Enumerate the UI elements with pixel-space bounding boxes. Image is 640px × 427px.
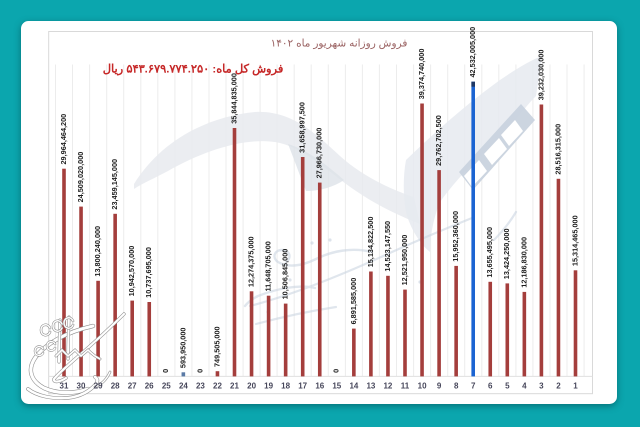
svg-text:42,532,005,000: 42,532,005,000 [468, 27, 477, 78]
svg-text:27,966,730,000: 27,966,730,000 [315, 128, 324, 179]
svg-text:16: 16 [315, 382, 324, 391]
svg-text:14,523,147,550: 14,523,147,550 [383, 221, 392, 272]
svg-text:10,737,695,000: 10,737,695,000 [144, 247, 153, 298]
svg-text:15: 15 [332, 382, 341, 391]
svg-text:0: 0 [161, 369, 170, 373]
svg-text:0: 0 [332, 369, 341, 373]
svg-text:39,232,030,000: 39,232,030,000 [536, 50, 545, 101]
svg-text:28,516,315,000: 28,516,315,000 [553, 124, 562, 175]
svg-text:27: 27 [128, 382, 137, 391]
svg-text:فروش روزانه شهریور ماه ۱۴۰۲: فروش روزانه شهریور ماه ۱۴۰۲ [271, 38, 408, 50]
svg-text:12,274,375,000: 12,274,375,000 [247, 236, 256, 287]
svg-text:5: 5 [505, 382, 510, 391]
svg-text:24,509,020,000: 24,509,020,000 [76, 152, 85, 203]
svg-text:15,314,465,000: 15,314,465,000 [570, 215, 579, 266]
svg-text:23: 23 [196, 382, 205, 391]
svg-text:15,134,822,500: 15,134,822,500 [366, 217, 375, 268]
svg-text:19: 19 [264, 382, 273, 391]
svg-text:0: 0 [195, 369, 204, 373]
svg-text:749,505,000: 749,505,000 [212, 326, 221, 367]
svg-text:فروش کل ماه: ۵۴۳.۶۷۹.۷۷۴.۲۵۰ ر: فروش کل ماه: ۵۴۳.۶۷۹.۷۷۴.۲۵۰ ریال [103, 64, 284, 76]
svg-text:15,952,360,000: 15,952,360,000 [451, 211, 460, 262]
svg-text:593,950,000: 593,950,000 [178, 328, 187, 369]
svg-text:13,424,250,000: 13,424,250,000 [502, 228, 511, 279]
svg-text:18: 18 [281, 382, 290, 391]
svg-text:13,800,240,000: 13,800,240,000 [93, 226, 102, 277]
svg-text:29: 29 [94, 382, 103, 391]
svg-text:20: 20 [247, 382, 256, 391]
svg-text:13,655,495,000: 13,655,495,000 [485, 227, 494, 278]
svg-text:22: 22 [213, 382, 222, 391]
svg-text:29,964,464,200: 29,964,464,200 [59, 114, 68, 165]
svg-text:12,186,830,000: 12,186,830,000 [519, 237, 528, 288]
svg-text:11,648,705,000: 11,648,705,000 [264, 241, 273, 291]
svg-text:30: 30 [77, 382, 86, 391]
svg-text:17: 17 [298, 382, 307, 391]
svg-text:6: 6 [488, 382, 493, 391]
svg-text:12,521,950,000: 12,521,950,000 [400, 235, 409, 286]
svg-text:23,459,145,000: 23,459,145,000 [110, 159, 119, 210]
svg-text:1: 1 [573, 382, 578, 391]
svg-text:10,942,570,000: 10,942,570,000 [127, 246, 136, 297]
svg-text:14: 14 [349, 382, 358, 391]
svg-text:28: 28 [111, 382, 120, 391]
svg-text:39,374,740,000: 39,374,740,000 [417, 49, 426, 100]
svg-text:2: 2 [556, 382, 561, 391]
svg-text:13: 13 [366, 382, 375, 391]
svg-text:8: 8 [454, 382, 459, 391]
svg-text:6,891,585,000: 6,891,585,000 [349, 278, 358, 325]
svg-text:10,506,845,000: 10,506,845,000 [281, 249, 290, 300]
svg-text:3: 3 [539, 382, 544, 391]
svg-text:31: 31 [60, 382, 69, 391]
svg-text:26: 26 [145, 382, 154, 391]
svg-text:4: 4 [522, 382, 527, 391]
svg-text:9: 9 [437, 382, 442, 391]
svg-text:31,658,997,500: 31,658,997,500 [298, 102, 307, 153]
svg-text:7: 7 [471, 382, 476, 391]
svg-text:29,762,702,500: 29,762,702,500 [434, 115, 443, 166]
svg-text:11: 11 [401, 382, 410, 391]
svg-text:10: 10 [418, 382, 427, 391]
svg-text:35,844,835,000: 35,844,835,000 [229, 73, 238, 124]
svg-text:24: 24 [179, 382, 188, 391]
svg-text:25: 25 [162, 382, 171, 391]
svg-text:21: 21 [230, 382, 239, 391]
svg-text:12: 12 [383, 382, 392, 391]
